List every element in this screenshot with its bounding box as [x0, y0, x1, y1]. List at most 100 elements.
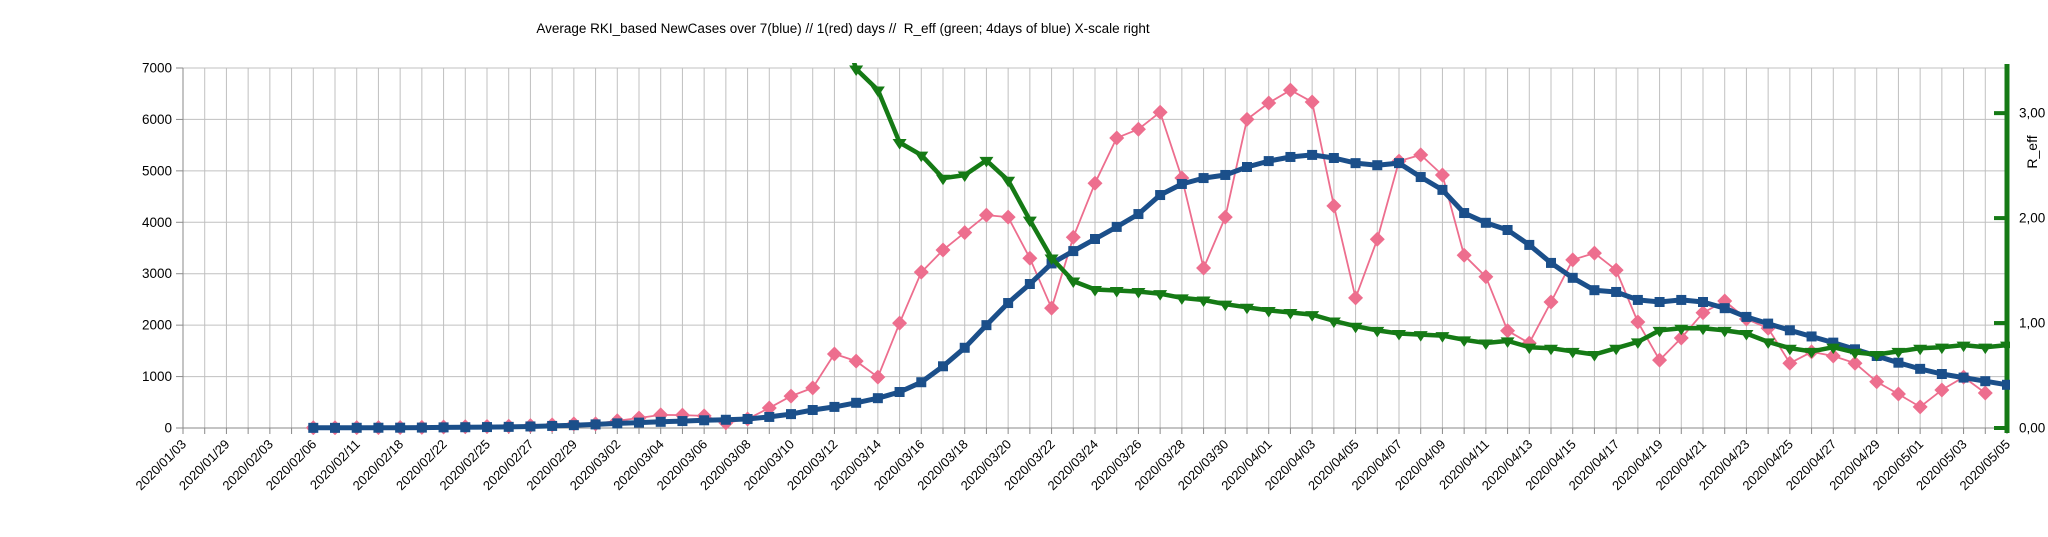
series-avg7-newcases-marker: [547, 420, 558, 431]
series-reff-marker: [1457, 336, 1472, 347]
series-daily-newcases-marker: [783, 388, 799, 404]
series-daily-newcases-marker: [805, 380, 821, 396]
series-daily-newcases-marker: [957, 225, 973, 241]
series-reff-marker: [1326, 317, 1341, 328]
series-avg7-newcases-marker: [308, 422, 319, 433]
series-daily-newcases-marker: [1065, 229, 1081, 245]
series-daily-newcases-marker: [1782, 355, 1798, 371]
series-daily-newcases-marker: [913, 264, 929, 280]
series-daily-newcases-marker: [978, 207, 994, 223]
series-reff-marker: [1022, 216, 1037, 228]
series-daily-newcases-marker: [826, 346, 842, 362]
series-avg7-newcases-marker: [1415, 172, 1426, 183]
right-axis: 0,00 1,00 2,00 3,00 R_eff: [1994, 64, 2045, 436]
series-avg7-newcases-marker: [786, 409, 796, 420]
series-avg7-newcases-marker: [720, 414, 731, 425]
series-avg7-newcases-marker: [1806, 331, 1817, 342]
series-avg7-newcases-marker: [677, 416, 688, 427]
series-avg7-newcases-marker: [416, 422, 427, 433]
series-daily-newcases-marker: [1977, 385, 1993, 401]
series-avg7-newcases-marker: [981, 320, 992, 331]
series-avg7-newcases-marker: [634, 417, 644, 428]
series-avg7-newcases-marker: [590, 419, 601, 430]
series-daily-newcases-marker: [892, 315, 908, 331]
series-reff-marker: [1587, 351, 1602, 362]
series-daily-newcases-marker: [1022, 250, 1038, 266]
series-avg7-newcases-marker: [1719, 303, 1730, 314]
gridlines: [182, 67, 2008, 429]
series-avg7-newcases-marker: [503, 421, 514, 432]
series-avg7-newcases-marker: [1915, 363, 1926, 374]
series-reff-marker: [1066, 277, 1081, 289]
series-daily-newcases-marker: [761, 400, 777, 416]
series-avg7-newcases-marker: [2002, 379, 2010, 390]
series-avg7-newcases-marker: [1024, 279, 1035, 289]
series-reff-marker: [1848, 348, 1862, 360]
series-avg7-newcases-marker: [1980, 376, 1991, 387]
series-reff-marker: [892, 139, 907, 150]
series-reff-marker: [1174, 294, 1189, 305]
series-avg7-newcases-marker: [1437, 184, 1448, 195]
series-daily-newcases-marker: [1652, 352, 1668, 368]
series-avg7-newcases-marker: [1155, 190, 1166, 201]
series-reff-marker: [1826, 343, 1841, 355]
series-avg7-newcases-marker: [764, 411, 775, 422]
series-reff-marker: [1978, 343, 1993, 355]
series-avg7-newcases-marker: [699, 415, 710, 426]
series-daily-newcases-marker: [1630, 314, 1646, 330]
series-avg7-newcases-marker: [1459, 208, 1470, 219]
series-reff-marker: [1739, 330, 1754, 341]
series-reff-marker: [1934, 343, 1949, 355]
series-reff-marker: [1717, 326, 1732, 338]
series-daily-newcases-marker: [1217, 209, 1233, 225]
right-axis-tick-label: 1,00: [2019, 316, 2045, 331]
series-daily-newcases-marker: [1326, 198, 1342, 214]
series-avg7-newcases-marker: [351, 422, 362, 433]
series-avg7-newcases-marker: [1285, 151, 1296, 162]
series-reff-marker: [1891, 347, 1906, 359]
series-daily-newcases-marker: [1825, 348, 1841, 364]
series-reff-marker: [936, 174, 950, 186]
series-daily-newcases-marker: [1695, 305, 1711, 321]
series-reff-marker: [1696, 324, 1710, 336]
series-reff-marker: [1370, 326, 1385, 338]
series-reff-marker: [1283, 309, 1298, 320]
series-daily-newcases-marker: [1152, 104, 1168, 120]
series-daily-newcases-marker: [1673, 330, 1689, 346]
series-daily-newcases-marker: [1890, 386, 1906, 402]
right-axis-tick-label: 0,00: [2019, 421, 2045, 436]
series-avg7-newcases-marker: [1589, 285, 1600, 296]
series-reff-marker: [1261, 306, 1276, 318]
series-avg7-newcases-marker: [1198, 173, 1209, 184]
series-reff-marker: [849, 65, 864, 77]
series-daily-newcases-marker: [1087, 175, 1103, 191]
series-avg7-newcases: [308, 149, 2010, 433]
series-reff-marker: [2000, 341, 2010, 353]
series-avg7-newcases-marker: [482, 422, 492, 433]
series-daily-newcases-marker: [1456, 247, 1472, 263]
series-daily-newcases-marker: [1196, 260, 1212, 276]
series-daily-newcases-marker: [1500, 323, 1516, 339]
series-avg7-newcases-marker: [851, 397, 862, 408]
series-daily-newcases-marker: [1586, 245, 1602, 261]
right-axis-tick-label: 3,00: [2019, 106, 2045, 121]
series-avg7-newcases-marker: [1741, 311, 1752, 322]
series-avg7-newcases-marker: [916, 377, 927, 388]
series-reff-marker: [1544, 344, 1558, 356]
series-reff-marker: [1913, 344, 1928, 356]
series-avg7-newcases-marker: [1003, 298, 1014, 309]
series-daily-newcases-marker: [1130, 121, 1146, 137]
series-avg7-newcases-marker: [330, 422, 340, 433]
series-daily-newcases-marker: [1608, 262, 1624, 278]
series-reff-marker: [1240, 303, 1254, 315]
series-avg7-newcases-marker: [612, 418, 623, 429]
series-daily-newcases-marker: [1109, 130, 1125, 146]
series-reff-marker: [1413, 331, 1428, 342]
series-reff-marker: [1044, 254, 1059, 265]
series-avg7-newcases-marker: [1502, 225, 1513, 235]
series-avg7-newcases-marker: [1350, 158, 1361, 169]
series-daily-newcases-marker: [870, 369, 886, 385]
series-daily-newcases-marker: [1044, 300, 1060, 316]
